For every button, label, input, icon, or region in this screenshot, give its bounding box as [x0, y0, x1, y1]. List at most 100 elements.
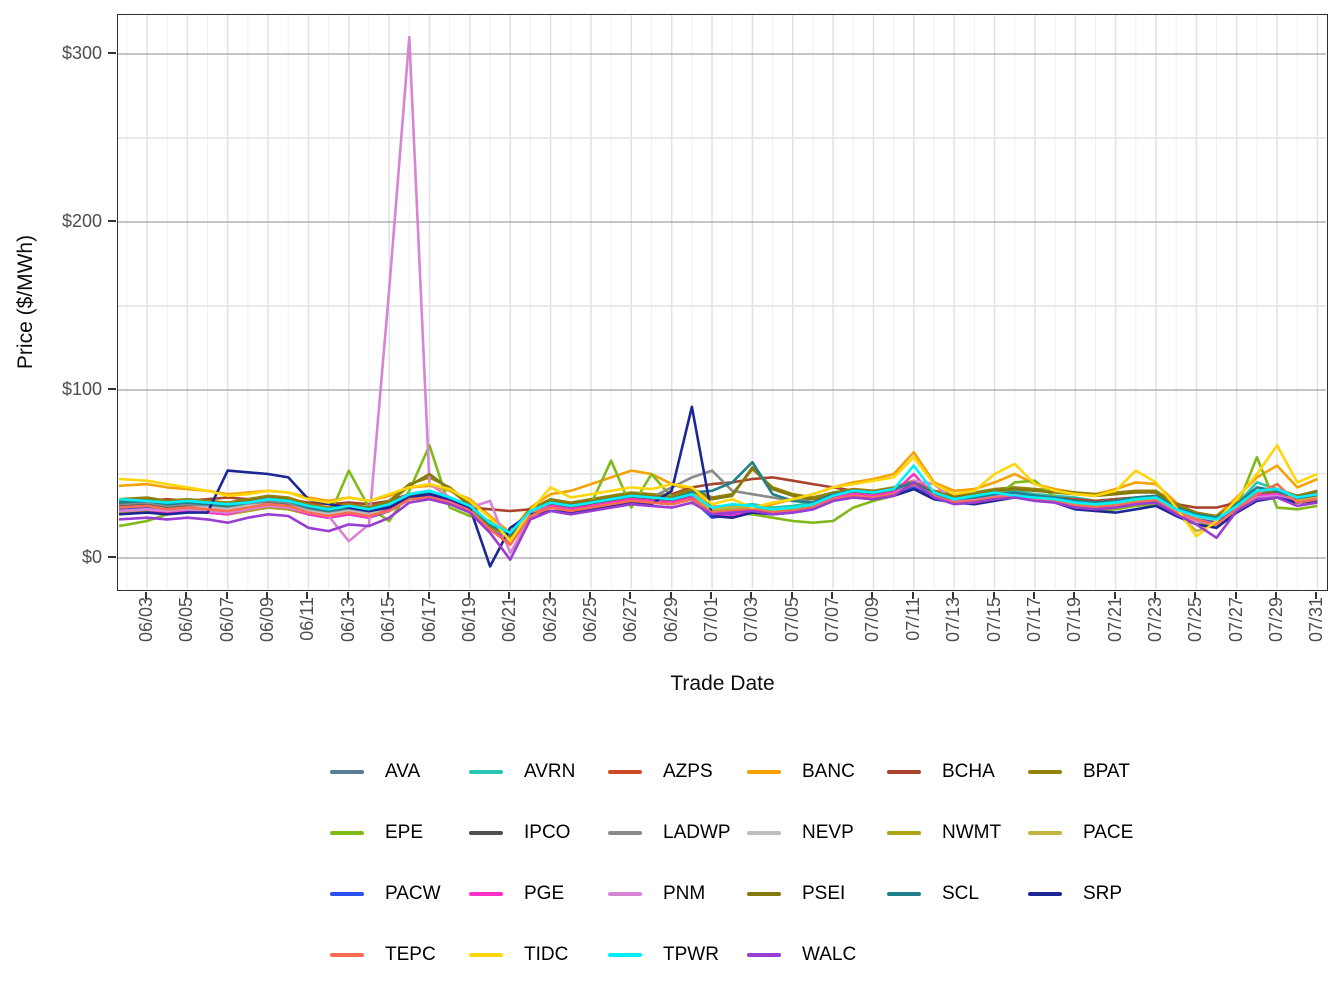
legend-swatch-pnm [608, 892, 642, 896]
x-tick-mark [952, 592, 955, 599]
x-tick-mark [992, 592, 995, 599]
legend-swatch-tepc [330, 953, 364, 957]
legend-swatch-ava [330, 770, 364, 774]
x-tick-mark [1113, 592, 1116, 599]
legend-label-pacw: PACW [385, 883, 441, 904]
legend-label-srp: SRP [1083, 883, 1123, 904]
legend-swatch-psei [747, 892, 781, 896]
x-tick-label: 06/27 [620, 597, 641, 643]
legend-swatch-ipco [469, 831, 503, 835]
x-tick-mark [790, 592, 793, 599]
x-tick-label: 07/31 [1306, 597, 1327, 643]
x-tick-label: 07/25 [1185, 597, 1206, 643]
legend-swatch-banc [747, 770, 781, 774]
legend-label-nwmt: NWMT [942, 822, 1002, 843]
x-tick-label: 07/21 [1104, 597, 1125, 643]
x-tick-mark [831, 592, 834, 599]
legend-swatch-nevp [747, 831, 781, 835]
series-line-bpat [118, 467, 1318, 536]
legend-swatch-nwmt [887, 831, 921, 835]
legend-label-avrn: AVRN [524, 761, 576, 782]
legend-label-pace: PACE [1083, 822, 1134, 843]
series-line-tepc [118, 482, 1318, 546]
x-tick-label: 07/27 [1225, 597, 1246, 643]
legend-label-ladwp: LADWP [663, 822, 731, 843]
legend-swatch-tidc [469, 953, 503, 957]
legend-label-azps: AZPS [663, 761, 713, 782]
legend-label-bcha: BCHA [942, 761, 995, 782]
legend-label-pge: PGE [524, 883, 565, 904]
series-line-tpwr [118, 464, 1318, 535]
x-tick-label: 07/17 [1023, 597, 1044, 643]
legend-swatch-pace [1028, 831, 1062, 835]
x-tick-mark [911, 592, 914, 599]
x-tick-mark [467, 592, 470, 599]
legend-swatch-bcha [887, 770, 921, 774]
legend-swatch-walc [747, 953, 781, 957]
legend-label-scl: SCL [942, 883, 979, 904]
x-tick-mark [1032, 592, 1035, 599]
x-tick-mark [346, 592, 349, 599]
x-tick-label: 07/23 [1145, 597, 1165, 643]
x-tick-label: 06/07 [216, 597, 237, 643]
legend-swatch-bpat [1028, 770, 1062, 774]
x-tick-mark [871, 592, 874, 599]
legend-swatch-pge [469, 892, 503, 896]
x-tick-mark [1275, 592, 1278, 599]
legend-label-banc: BANC [802, 761, 855, 782]
y-tick-mark [108, 220, 116, 222]
y-tick-mark [108, 556, 116, 558]
x-tick-label: 06/25 [579, 597, 600, 643]
x-tick-mark [387, 592, 390, 599]
y-tick-label: $300 [61, 43, 102, 63]
legend-label-walc: WALC [802, 944, 857, 965]
legend-label-ava: AVA [385, 761, 421, 782]
y-tick-label: $0 [81, 547, 102, 567]
series-line-walc [118, 481, 1318, 562]
x-tick-mark [427, 592, 430, 599]
series-line-tidc [118, 444, 1318, 543]
x-tick-mark [145, 592, 147, 599]
legend-swatch-avrn [469, 770, 503, 774]
legend-label-bpat: BPAT [1083, 761, 1130, 782]
legend-swatch-ladwp [608, 831, 642, 835]
series-line-scl [118, 460, 1318, 536]
x-tick-mark [669, 592, 672, 599]
y-tick-label: $200 [61, 211, 102, 231]
x-tick-mark [1194, 592, 1197, 599]
x-tick-mark [750, 592, 753, 599]
x-axis-title: Trade Date [670, 672, 775, 695]
x-tick-label: 06/11 [297, 597, 318, 641]
x-tick-label: 06/03 [136, 597, 156, 643]
legend-swatch-azps [608, 770, 642, 774]
x-tick-label: 07/15 [983, 597, 1004, 643]
legend-label-tpwr: TPWR [663, 944, 719, 965]
legend-label-pnm: PNM [663, 883, 706, 904]
legend-label-ipco: IPCO [524, 822, 571, 843]
x-tick-label: 06/17 [418, 597, 439, 643]
x-tick-label: 07/01 [701, 597, 722, 643]
legend-label-tepc: TEPC [385, 944, 436, 965]
x-tick-label: 06/15 [378, 597, 399, 643]
legend-swatch-srp [1028, 892, 1062, 896]
chart-canvas [118, 15, 1326, 589]
y-tick-label: $100 [61, 379, 102, 399]
x-tick-mark [508, 592, 511, 599]
x-tick-mark [1154, 592, 1156, 599]
x-tick-label: 06/09 [257, 597, 278, 643]
x-tick-label: 07/29 [1266, 597, 1287, 643]
y-tick-mark [108, 388, 116, 390]
x-tick-label: 06/29 [660, 597, 681, 643]
y-axis-title: Price ($/MWh) [14, 234, 37, 370]
x-tick-label: 07/03 [741, 597, 762, 643]
series-line-srp [118, 405, 1318, 568]
x-tick-mark [629, 592, 632, 599]
x-tick-mark [548, 592, 551, 599]
x-tick-label: 07/13 [943, 597, 964, 643]
x-tick-label: 07/07 [822, 597, 843, 643]
legend-label-epe: EPE [385, 822, 424, 843]
x-tick-label: 07/11 [902, 597, 923, 641]
x-tick-mark [225, 592, 228, 599]
x-tick-label: 07/09 [862, 597, 883, 643]
